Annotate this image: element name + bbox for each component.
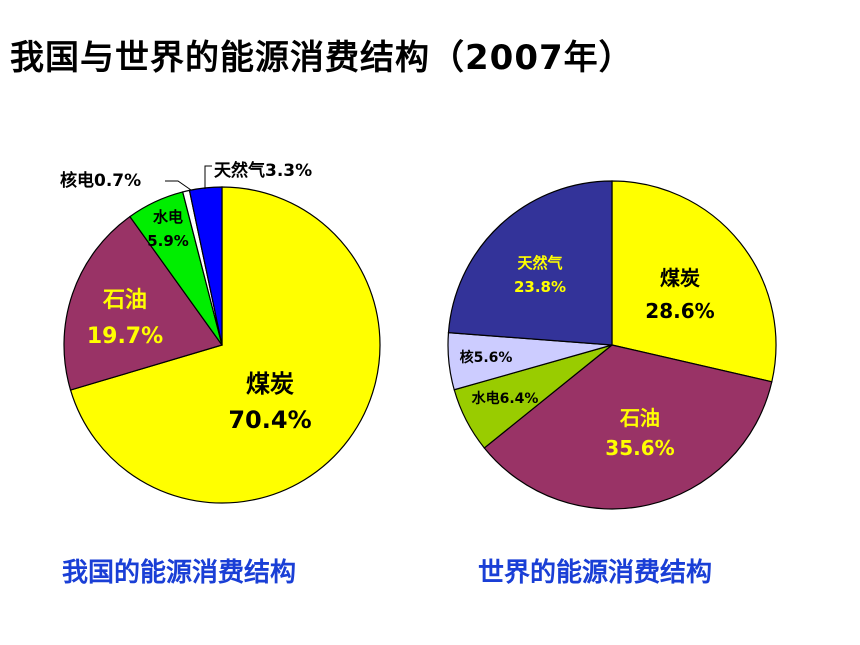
world-slice-4 <box>447 180 613 346</box>
china-chart-caption: 我国的能源消费结构 <box>62 558 297 588</box>
china-label-oil-name: 石油 <box>102 288 147 313</box>
world-label-coal-value: 28.6% <box>645 299 714 323</box>
page-title: 我国与世界的能源消费结构（2007年） <box>10 38 634 78</box>
china-label-coal-value: 70.4% <box>228 406 311 434</box>
china-slice-1 <box>63 215 223 391</box>
pie-chart-china: 煤炭 70.4% 石油 19.7% 水电 5.9% 核电0.7% 天然气3.3% <box>60 160 381 504</box>
china-label-hydro-value: 5.9% <box>147 232 189 250</box>
china-leader-line-nuclear <box>165 180 192 191</box>
world-label-oil-value: 35.6% <box>605 436 674 460</box>
world-label-gas-value: 23.8% <box>514 278 566 296</box>
world-slice-0 <box>611 180 777 383</box>
world-chart-caption: 世界的能源消费结构 <box>478 558 713 588</box>
china-leader-line-gas <box>204 165 212 189</box>
world-slice-1 <box>483 344 773 510</box>
china-label-oil-value: 19.7% <box>87 324 163 349</box>
world-label-coal-name: 煤炭 <box>660 266 700 290</box>
china-slice-0 <box>69 186 381 504</box>
world-label-nuclear: 核5.6% <box>460 349 513 366</box>
world-label-oil-name: 石油 <box>619 406 660 430</box>
world-label-hydro: 水电6.4% <box>472 390 539 407</box>
china-label-nuclear: 核电0.7% <box>60 170 141 191</box>
china-label-gas: 天然气3.3% <box>214 160 312 181</box>
world-label-gas-name: 天然气 <box>517 254 562 272</box>
pie-chart-world: 煤炭 28.6% 石油 35.6% 水电6.4% 核5.6% 天然气 23.8% <box>447 180 777 510</box>
china-label-hydro-name: 水电 <box>153 208 183 226</box>
china-slice-4 <box>188 186 223 346</box>
china-label-coal-name: 煤炭 <box>246 370 294 398</box>
